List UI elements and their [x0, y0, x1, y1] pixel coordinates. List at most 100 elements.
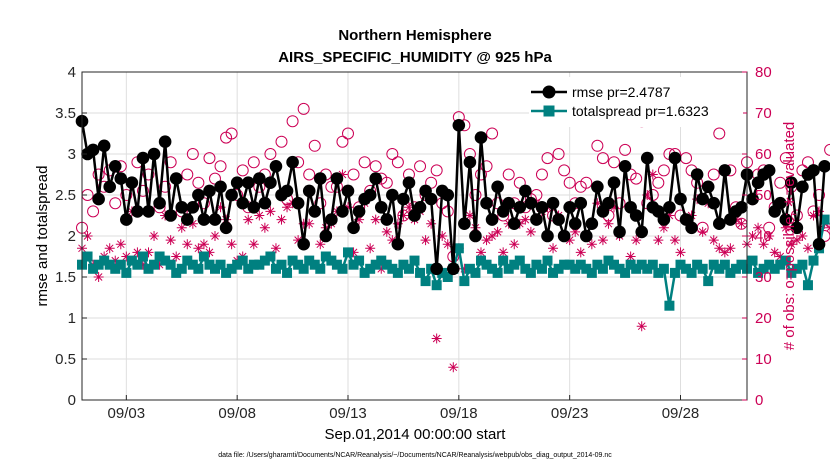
rmse-marker: [524, 196, 538, 210]
spread-marker: [182, 255, 193, 266]
spread-marker: [592, 259, 603, 270]
x-axis-tick-label: 09/08: [218, 405, 256, 422]
spread-marker: [365, 263, 376, 274]
obs-evaluated-marker: [797, 231, 808, 241]
spread-marker: [719, 259, 730, 270]
rmse-marker: [613, 225, 626, 239]
obs-evaluated-marker: [814, 206, 825, 217]
obs-evaluated-marker: [603, 218, 614, 229]
right-axis-tick-label: 50: [755, 187, 772, 204]
spread-marker: [204, 259, 215, 270]
obs-evaluated-marker: [392, 218, 403, 229]
spread-marker: [614, 263, 625, 274]
obs-evaluated-marker: [808, 210, 819, 221]
spread-marker: [403, 263, 414, 274]
rmse-marker: [618, 160, 632, 173]
spread-marker: [642, 263, 653, 274]
rmse-marker: [591, 180, 604, 194]
spread-marker: [93, 259, 104, 270]
rmse-marker: [92, 192, 105, 206]
spread-marker: [143, 263, 154, 274]
obs-evaluated-marker: [137, 259, 148, 270]
obs-possible-marker: [214, 160, 227, 173]
obs-evaluated-marker: [669, 235, 680, 246]
spread-marker: [326, 255, 337, 266]
rmse-marker: [230, 176, 244, 189]
rmse-marker: [701, 180, 715, 194]
spread-marker: [586, 267, 597, 278]
obs-evaluated-marker: [464, 210, 475, 221]
spread-marker: [82, 251, 93, 262]
obs-evaluated-marker: [365, 243, 376, 254]
rmse-marker: [474, 131, 488, 144]
obs-possible-marker: [558, 164, 571, 177]
rmse-marker: [430, 262, 443, 276]
spread-marker: [304, 255, 315, 266]
rmse-marker: [629, 209, 643, 222]
obs-evaluated-marker: [658, 222, 669, 233]
spread-marker: [337, 263, 348, 274]
rmse-marker: [192, 188, 205, 202]
obs-evaluated-marker: [758, 239, 769, 250]
obs-possible-marker: [109, 197, 122, 210]
spread-marker: [381, 259, 392, 270]
rmse-marker: [180, 213, 194, 226]
spread-marker: [625, 259, 636, 270]
rmse-marker: [463, 155, 477, 169]
rmse-marker: [280, 184, 294, 198]
right-axis-tick-label: 20: [755, 310, 772, 327]
rmse-marker: [308, 205, 322, 218]
obs-evaluated-marker: [675, 247, 686, 258]
spread-marker: [653, 267, 664, 278]
legend-box: [529, 77, 743, 127]
obs-evaluated-marker: [570, 226, 581, 237]
rmse-marker: [519, 184, 532, 198]
obs-possible-marker: [591, 139, 604, 152]
obs-evaluated-marker: [187, 218, 198, 229]
spread-marker: [354, 255, 365, 266]
spread-marker: [570, 263, 581, 274]
spread-marker: [692, 259, 703, 270]
rmse-marker: [762, 164, 776, 177]
spread-marker: [664, 300, 675, 311]
spread-marker: [708, 259, 719, 270]
obs-possible-marker: [713, 127, 726, 140]
obs-evaluated-marker: [115, 239, 126, 250]
obs-evaluated-marker: [387, 235, 398, 246]
right-axis-tick-label: 70: [755, 105, 772, 122]
obs-evaluated-marker: [653, 235, 664, 246]
obs-possible-marker: [275, 135, 288, 148]
obs-evaluated-marker: [354, 214, 365, 225]
rmse-marker: [507, 217, 521, 230]
obs-evaluated-marker: [315, 239, 326, 250]
spread-marker: [531, 259, 542, 270]
obs-evaluated-marker: [198, 239, 209, 250]
spread-marker: [487, 263, 498, 274]
rmse-marker: [131, 205, 144, 218]
rmse-marker: [325, 213, 338, 226]
spread-marker: [210, 263, 220, 274]
rmse-marker: [535, 201, 549, 214]
obs-evaluated-marker: [636, 321, 647, 332]
spread-marker: [503, 263, 514, 274]
spread-marker: [259, 255, 270, 266]
obs-possible-marker: [502, 168, 515, 181]
rmse-marker: [574, 196, 588, 210]
rmse-marker: [746, 192, 759, 206]
x-axis-tick-label: 09/28: [662, 405, 700, 422]
series-layer: [75, 82, 830, 373]
spread-marker: [797, 259, 808, 270]
obs-evaluated-marker: [154, 259, 165, 270]
obs-possible-marker: [779, 152, 792, 165]
spread-marker: [215, 259, 226, 270]
rmse-marker: [773, 196, 787, 210]
x-axis-tick-label: 09/18: [440, 405, 478, 422]
rmse-marker: [214, 180, 227, 194]
obs-possible-marker: [469, 189, 482, 201]
rmse-marker: [663, 201, 676, 214]
spread-marker: [620, 267, 631, 278]
spread-marker: [287, 255, 298, 266]
rmse-marker: [668, 151, 682, 165]
rmse-marker: [790, 221, 804, 235]
obs-possible-marker: [236, 164, 249, 177]
